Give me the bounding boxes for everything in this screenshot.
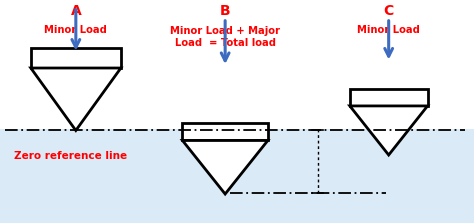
Polygon shape	[350, 89, 428, 106]
Text: Minor Load + Major
Load  = Total load: Minor Load + Major Load = Total load	[170, 26, 280, 48]
Text: C: C	[383, 4, 394, 18]
Text: Minor Load: Minor Load	[45, 25, 107, 35]
Bar	[0, 129, 474, 223]
Text: A: A	[71, 4, 81, 18]
Text: B: B	[220, 4, 230, 18]
Text: Zero reference line: Zero reference line	[14, 151, 128, 161]
Polygon shape	[182, 123, 268, 140]
Text: Minor Load: Minor Load	[357, 25, 420, 35]
Polygon shape	[31, 48, 121, 68]
Polygon shape	[31, 68, 121, 130]
Polygon shape	[350, 106, 428, 155]
Polygon shape	[182, 140, 268, 194]
